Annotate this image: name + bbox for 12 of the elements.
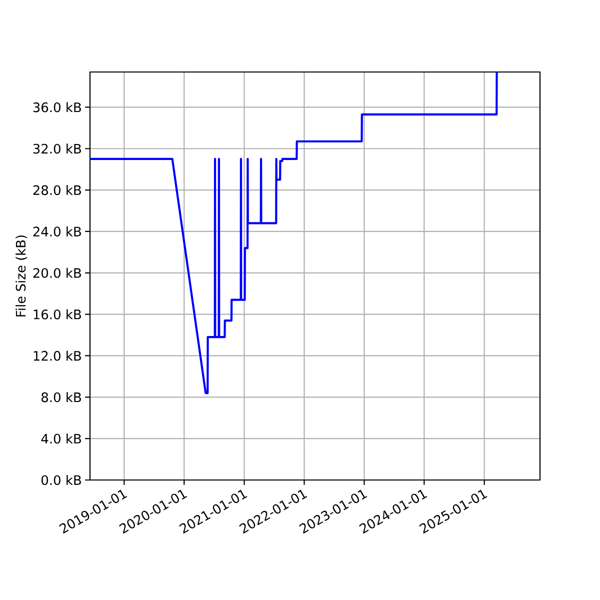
line-series [90,72,498,394]
y-tick-label: 20.0 kB [33,268,81,278]
y-axis-title: File Size (kB) [16,235,28,316]
y-tick-label: 16.0 kB [34,309,81,320]
y-tick-label: 24.0 kB [33,226,81,237]
y-tick-label: 12.0 kB [34,350,81,361]
y-tick-label: 4.0 kB [41,434,81,444]
y-tick-label: 0.0 kB [42,474,81,486]
y-tick-label: 36.0 kB [33,102,81,112]
y-tick-label: 32.0 kB [33,144,81,154]
y-tick-label: 28.0 kB [33,185,81,196]
y-tick-label: 8.0 kB [42,392,81,402]
